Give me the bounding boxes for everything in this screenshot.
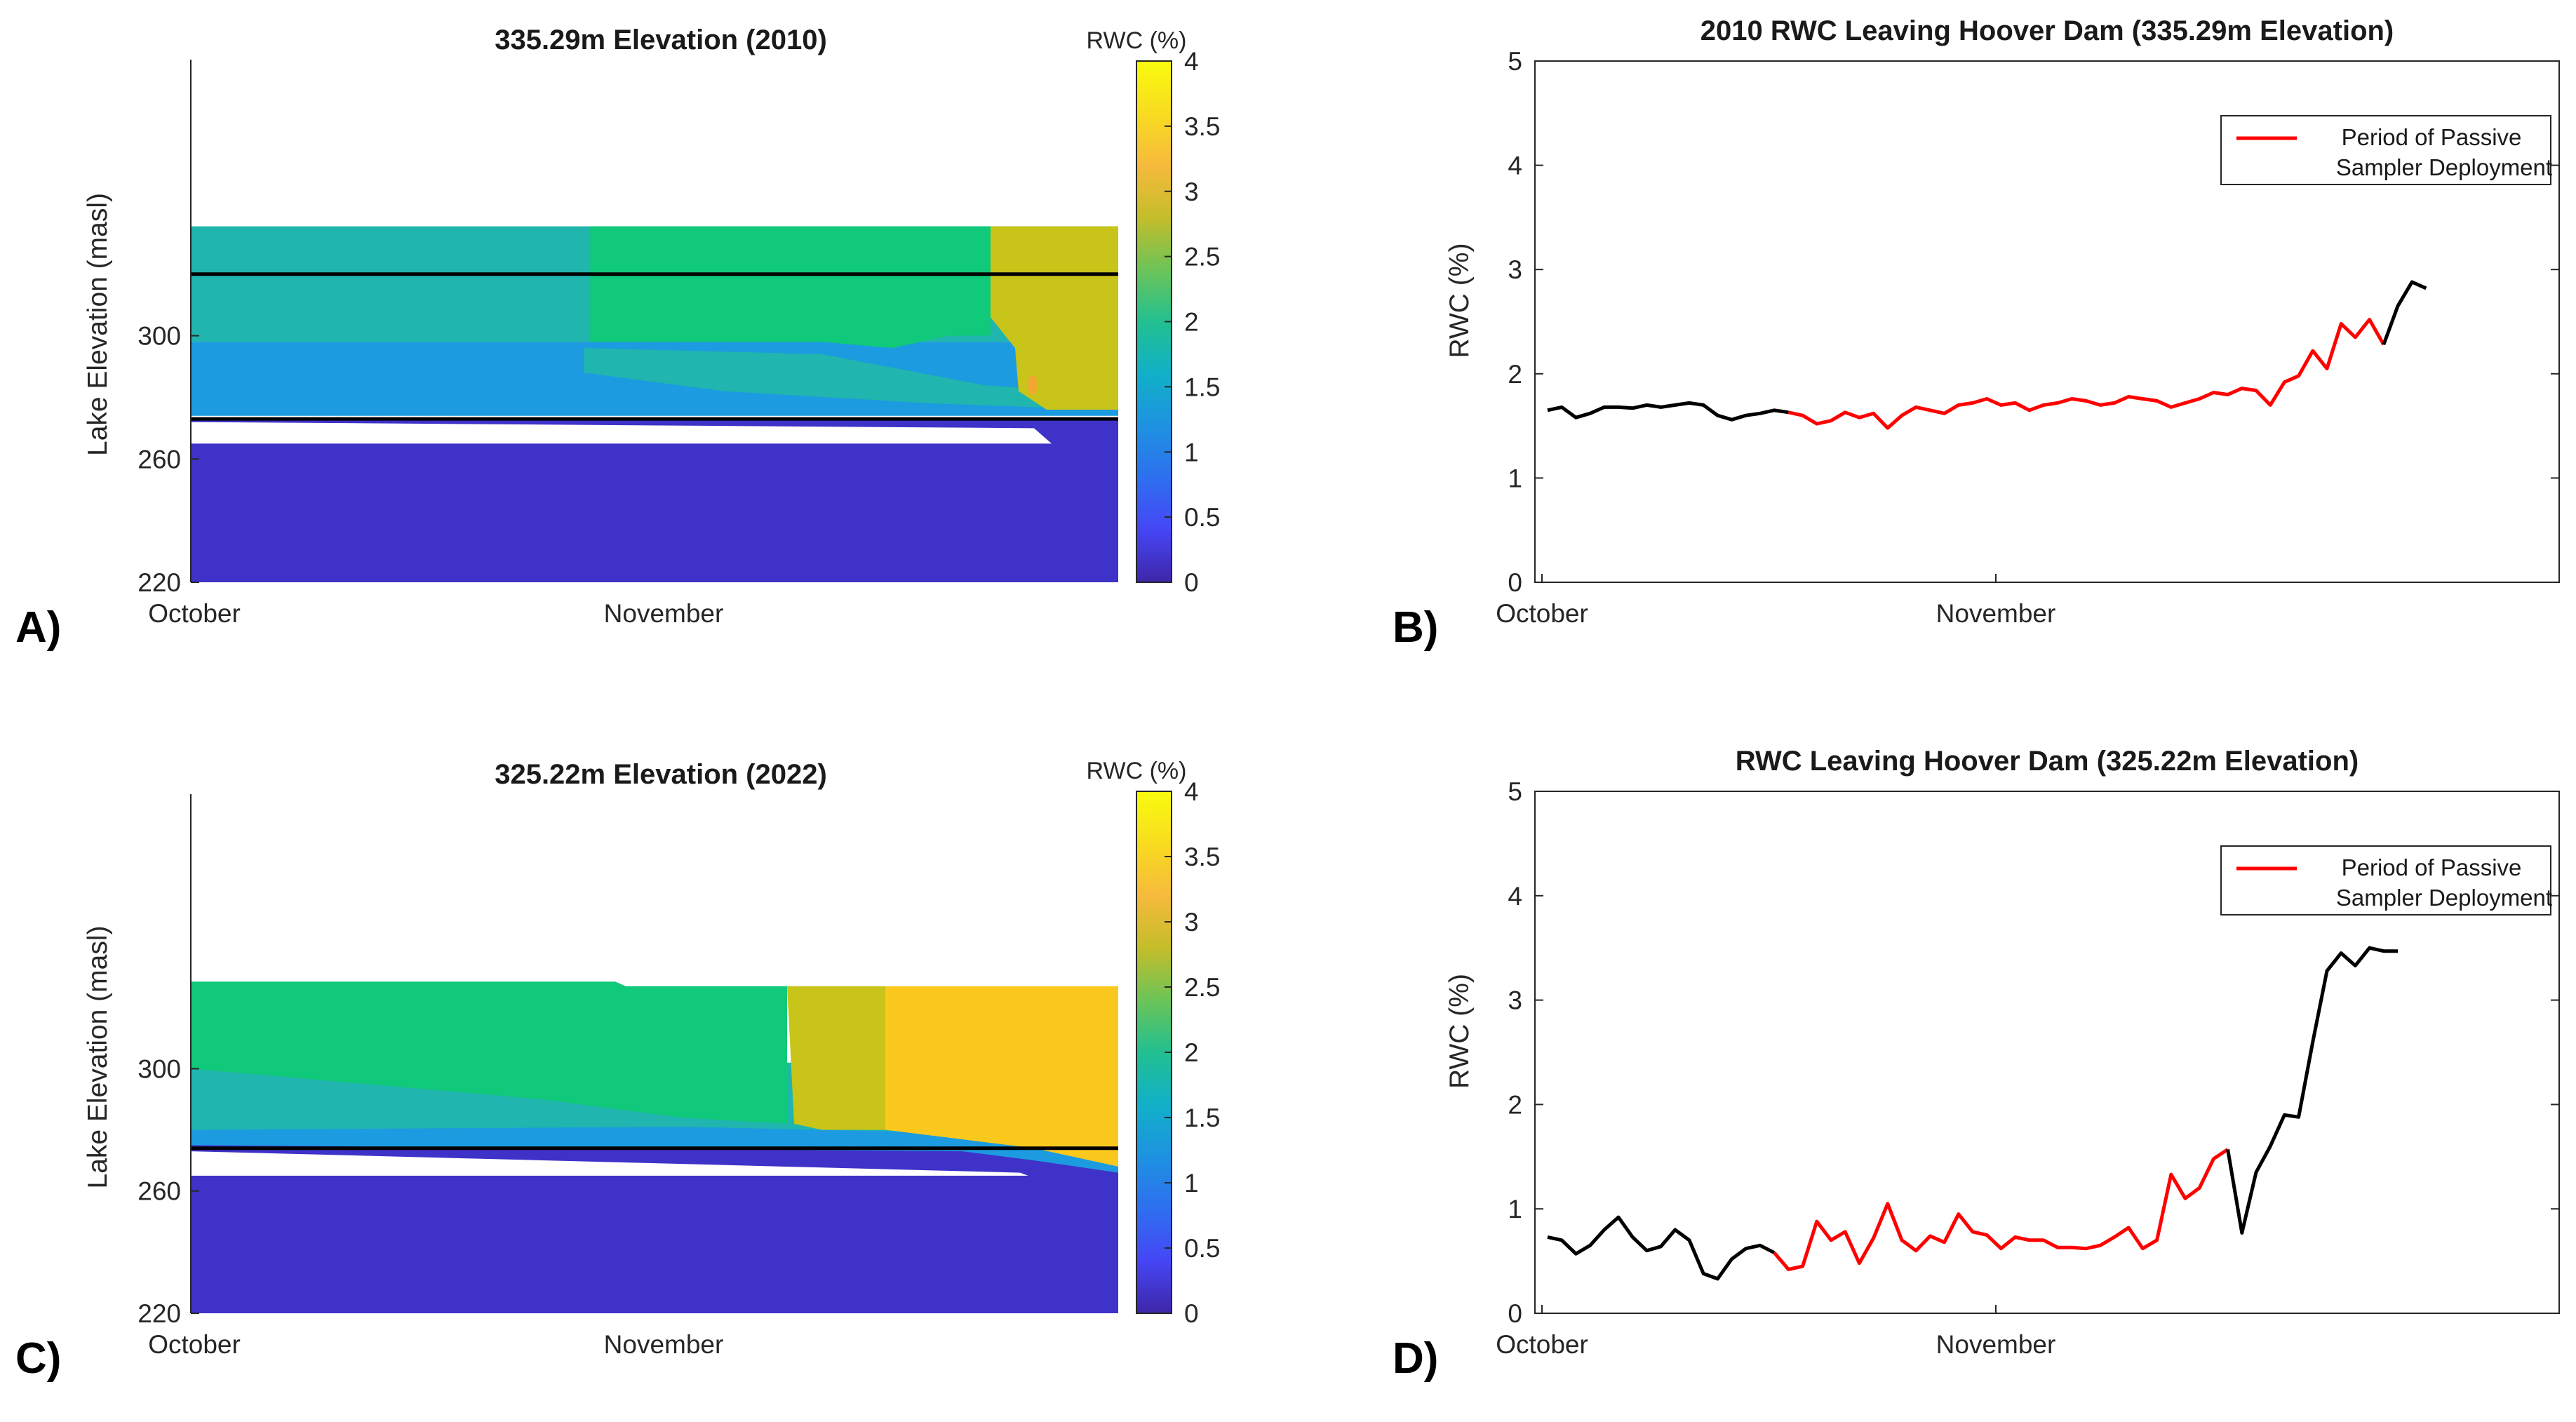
colorbar-tick-label: 1	[1184, 1169, 1199, 1198]
y-tick-label: 2	[1508, 360, 1522, 389]
panel-label: B)	[1393, 603, 1438, 652]
panel-label: A)	[15, 603, 61, 652]
region-deep-water	[191, 443, 1118, 582]
heatmap-panel-0: 220 260 300 October November 335.29m Elevatio…	[15, 25, 1220, 652]
legend-box	[2220, 115, 2551, 185]
x-tick-label: October	[1496, 1330, 1588, 1359]
colorbar-tick-label: 1	[1184, 438, 1199, 467]
region-late-surface	[885, 986, 1118, 1167]
y-tick-label: 220	[137, 568, 181, 597]
colorbar-tick-label: 2.5	[1184, 243, 1220, 271]
colorbar-tick-label: 2	[1184, 308, 1199, 337]
y-tick-label: 260	[137, 1177, 181, 1206]
colorbar-tick-label: 4	[1184, 47, 1199, 76]
line-panel-3: 0 1 2 3 4 5 October November RWC Leaving Hoover …	[1393, 746, 2560, 1383]
colorbar-tick-label: 3	[1184, 177, 1199, 206]
chart-title: 335.29m Elevation (2010)	[495, 25, 827, 55]
series-line-before	[1547, 401, 1789, 422]
x-tick-label: October	[148, 599, 241, 628]
legend-label: Sampler Deployment	[2336, 154, 2552, 180]
heatmap-panel-2: 220 260 300 October November 325.22m Elevatio…	[15, 758, 1220, 1383]
series-line-after	[2226, 946, 2398, 1235]
colorbar-tick-label: 0.5	[1184, 503, 1220, 532]
y-tick-label: 3	[1508, 986, 1522, 1015]
y-axis-label: RWC (%)	[1444, 974, 1475, 1089]
region-upper-layer	[191, 981, 787, 1124]
colorbar-tick-label: 3.5	[1184, 112, 1220, 141]
series-line-before	[1547, 1215, 1776, 1281]
colorbar-tick-label: 2	[1184, 1038, 1199, 1067]
colorbar-tick-label: 1.5	[1184, 373, 1220, 401]
x-tick-label: October	[1496, 599, 1588, 628]
colorbar-tick-label: 3	[1184, 908, 1199, 937]
colorbar-tick-label: 0	[1184, 568, 1199, 597]
y-tick-label: 2	[1508, 1090, 1522, 1119]
colorbar-tick-label: 4	[1184, 777, 1199, 806]
chart-title: 2010 RWC Leaving Hoover Dam (335.29m Ele…	[1700, 15, 2394, 46]
legend: Period of Passive Sampler Deployment	[2220, 845, 2552, 915]
y-tick-label: 3	[1508, 255, 1522, 284]
region-teal-tongue	[584, 348, 1103, 410]
chart-title: 325.22m Elevation (2022)	[495, 759, 827, 790]
region-upper-layer-november	[589, 226, 991, 349]
legend-label: Period of Passive	[2342, 854, 2522, 880]
region-deep-water	[191, 1175, 1118, 1313]
y-tick-label: 300	[137, 322, 181, 351]
series-line-deployment	[1773, 1148, 2229, 1271]
legend-label: Period of Passive	[2342, 124, 2522, 150]
y-tick-label: 5	[1508, 777, 1522, 806]
y-tick-label: 220	[137, 1299, 181, 1328]
x-tick-label: November	[1936, 1330, 2056, 1359]
region-orange-blip	[1028, 375, 1038, 395]
y-tick-label: 1	[1508, 1195, 1522, 1223]
colorbar-tick-label: 1.5	[1184, 1104, 1220, 1132]
colorbar-title: RWC (%)	[1087, 27, 1187, 54]
y-tick-label: 4	[1508, 882, 1522, 911]
x-tick-label: October	[148, 1330, 241, 1359]
legend-box	[2220, 845, 2551, 915]
panel-label: C)	[15, 1334, 61, 1383]
colorbar-tick-label: 2.5	[1184, 973, 1220, 1002]
legend: Period of Passive Sampler Deployment	[2220, 115, 2552, 185]
x-tick-label: November	[604, 599, 724, 628]
panel-label: D)	[1393, 1334, 1438, 1383]
colorbar-tick-label: 0	[1184, 1299, 1199, 1328]
colorbar-title: RWC (%)	[1087, 758, 1187, 784]
region-upper-layer-late	[991, 226, 1118, 410]
line-panel-1: 0 1 2 3 4 5 October November 2010 RWC Leaving Ho…	[1393, 15, 2560, 652]
region-deep-water-upper	[191, 419, 1118, 447]
region-transition	[787, 986, 885, 1130]
y-tick-label: 1	[1508, 464, 1522, 492]
y-axis-label: RWC (%)	[1444, 243, 1475, 358]
legend-label: Sampler Deployment	[2336, 885, 2552, 911]
y-axis-label: Lake Elevation (masl)	[83, 193, 113, 456]
y-tick-label: 0	[1508, 568, 1522, 597]
colorbar-tick-label: 3.5	[1184, 843, 1220, 871]
y-axis-label: Lake Elevation (masl)	[83, 926, 113, 1189]
y-tick-label: 4	[1508, 152, 1522, 180]
series-line-deployment	[1787, 318, 2385, 430]
y-tick-label: 260	[137, 445, 181, 474]
y-tick-label: 300	[137, 1054, 181, 1083]
colorbar-tick-label: 0.5	[1184, 1234, 1220, 1263]
region-deep-water-upper	[191, 1142, 1118, 1198]
chart-title: RWC Leaving Hoover Dam (325.22m Elevatio…	[1736, 746, 2359, 777]
series-line-after	[2382, 280, 2427, 346]
y-tick-label: 5	[1508, 47, 1522, 76]
region-blue-band	[191, 1127, 1118, 1173]
x-tick-label: November	[1936, 599, 2056, 628]
x-tick-label: November	[604, 1330, 724, 1359]
y-tick-label: 0	[1508, 1299, 1522, 1328]
